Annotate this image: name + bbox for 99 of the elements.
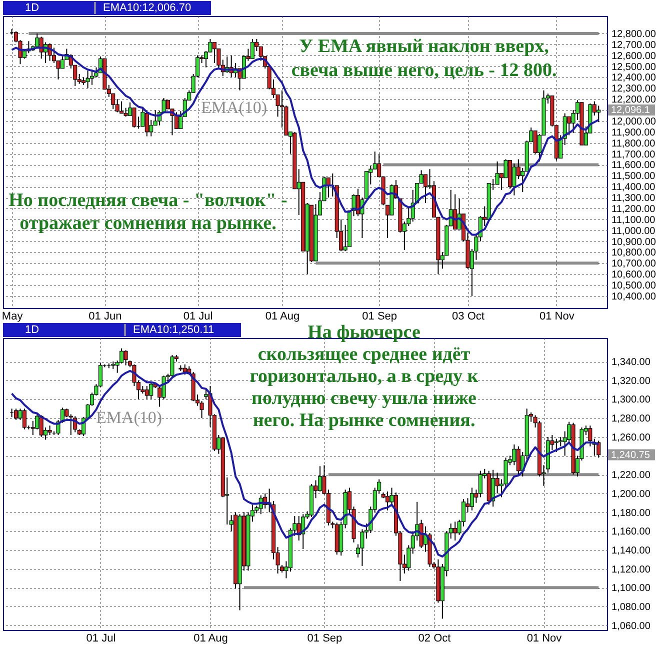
candlestick (360, 528, 364, 566)
candlestick (596, 440, 601, 458)
chart-title: 1D (25, 2, 40, 14)
candlestick (453, 521, 458, 542)
y-tick-label: 11,300.00 (612, 193, 656, 204)
candlestick (149, 382, 154, 400)
candlestick (14, 408, 18, 420)
y-tick-label: 12,600.00 (612, 50, 656, 62)
x-tick-label: 01 Jun (88, 310, 122, 322)
y-tick-label: 12,700.00 (612, 40, 656, 51)
candlestick (90, 69, 94, 86)
candlestick (144, 112, 149, 137)
candlestick (60, 56, 64, 69)
y-tick-label: 1,080.00 (612, 602, 651, 613)
chart-subtitle: EMA10:1,250.11 (133, 324, 214, 336)
y-tick-label: 1,340.00 (612, 357, 651, 368)
x-tick-label: 02 Oct (418, 632, 451, 644)
y-tick-label: 1,260.00 (612, 432, 651, 444)
candlestick (120, 100, 124, 114)
candlestick (124, 350, 128, 366)
chart-title: 1D (25, 324, 40, 336)
y-tick-label: 11,000.00 (612, 226, 656, 237)
annotation: Но последняя свеча - "волчок" - отражает сомнения на рынке. (8, 190, 288, 234)
candlestick (174, 112, 178, 130)
y-tick-label: 11,800.00 (612, 138, 656, 150)
candlestick (39, 414, 44, 438)
candlestick (567, 116, 572, 136)
y-tick-label: 10,800.00 (612, 248, 656, 259)
y-tick-label: 11,400.00 (612, 182, 656, 194)
annotation: У EMA явный наклон вверх, свеча выше него, цель - 12 800. (291, 36, 557, 81)
x-tick-label: 01 Sep (362, 310, 398, 322)
x-tick-label: 01 Aug (194, 632, 228, 644)
y-tick-label: 1,280.00 (612, 414, 651, 425)
y-tick-label: 1,140.00 (612, 545, 651, 556)
series-label: EMA(10) (96, 408, 162, 427)
candlestick (48, 425, 52, 436)
text: 12,096.1 (611, 105, 650, 116)
y-tick-label: 1,120.00 (612, 564, 651, 576)
candlestick (162, 98, 166, 114)
candlestick (200, 400, 204, 419)
x-tick-label: 03 Oct (452, 310, 484, 322)
candlestick (22, 408, 26, 430)
candlestick (596, 105, 601, 123)
annotation: На фьючерсе скользящее среднее идёт горизонтально, а в среду к полудню свечу ушла ниже него. На рынке сомнения. (250, 322, 478, 431)
y-tick-label: 11,900.00 (612, 127, 656, 138)
candlestick (386, 491, 390, 511)
candlestick (419, 519, 424, 549)
candlestick (250, 38, 254, 60)
candlestick (512, 163, 516, 196)
x-tick-label: May (2, 310, 24, 322)
y-tick-label: 12,400.00 (612, 72, 656, 84)
y-tick-label: 10,900.00 (612, 236, 656, 248)
y-tick-label: 1,300.00 (612, 394, 651, 406)
text: 1,240.75 (611, 450, 650, 461)
candlestick (491, 469, 496, 508)
y-tick-label: 1,200.00 (612, 488, 651, 500)
x-tick-label: 01 Aug (265, 310, 300, 322)
x-tick-label: 01 Jul (86, 632, 116, 644)
y-tick-label: 1,060.00 (612, 620, 651, 632)
y-tick-label: 1,220.00 (612, 470, 651, 482)
y-tick-label: 1,180.00 (612, 508, 651, 519)
candlestick (554, 438, 558, 452)
y-tick-label: 1,160.00 (612, 526, 651, 538)
candlestick (182, 364, 187, 376)
y-tick-label: 10,400.00 (612, 291, 656, 302)
y-tick-label: 11,600.00 (612, 160, 656, 172)
y-tick-label: 11,700.00 (612, 149, 656, 160)
x-tick-label: 01 Jul (183, 310, 213, 322)
y-tick-label: 11,500.00 (612, 171, 656, 182)
y-tick-label: 11,200.00 (612, 204, 656, 215)
candlestick (132, 107, 136, 128)
candlestick (170, 354, 174, 380)
x-tick-label: 01 Sep (307, 632, 342, 644)
y-tick-label: 1,100.00 (612, 583, 651, 594)
candlestick (470, 487, 474, 511)
y-tick-label: 12,200.00 (612, 94, 656, 106)
candlestick (68, 414, 73, 436)
candlestick (453, 194, 458, 230)
chart-subtitle: EMA10:12,006.70 (103, 2, 192, 14)
candlestick (478, 470, 482, 498)
y-tick-label: 1,320.00 (612, 376, 651, 387)
y-tick-label: 12,300.00 (612, 84, 656, 95)
candlestick (144, 386, 149, 400)
candlestick (86, 70, 90, 89)
x-tick-label: 01 Nov (539, 310, 575, 322)
y-tick-label: 11,100.00 (612, 214, 656, 226)
y-tick-label: 12,800.00 (612, 29, 656, 40)
series-label: EMA(10) (200, 98, 268, 117)
candlestick (30, 420, 35, 436)
candlestick (424, 174, 428, 204)
candlestick (588, 425, 592, 447)
y-tick-label: 10,500.00 (612, 280, 656, 292)
candlestick (516, 446, 520, 476)
y-tick-label: 10,700.00 (612, 258, 656, 270)
y-tick-label: 12,500.00 (612, 62, 656, 73)
y-tick-label: 10,600.00 (612, 270, 656, 281)
candlestick (212, 42, 216, 64)
y-tick-label: 12,000.00 (612, 116, 656, 128)
x-tick-label: 01 Nov (526, 632, 562, 644)
